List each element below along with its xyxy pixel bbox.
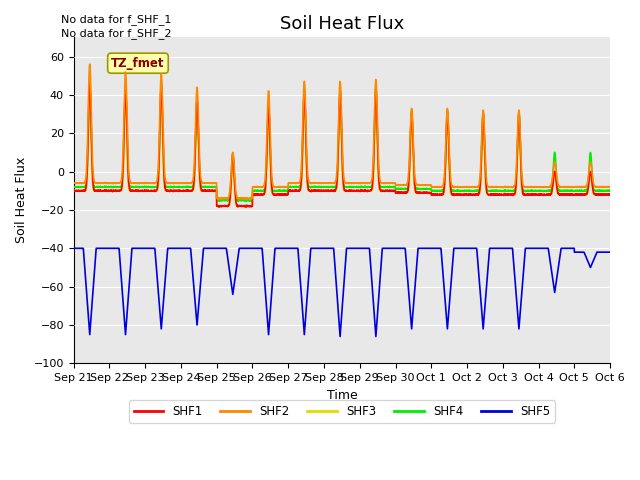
Legend: SHF1, SHF2, SHF3, SHF4, SHF5: SHF1, SHF2, SHF3, SHF4, SHF5 [129,400,555,423]
Y-axis label: Soil Heat Flux: Soil Heat Flux [15,157,28,243]
Text: No data for f_SHF_1: No data for f_SHF_1 [61,13,171,24]
Text: No data for f_SHF_2: No data for f_SHF_2 [61,28,172,39]
X-axis label: Time: Time [326,389,357,402]
Text: TZ_fmet: TZ_fmet [111,57,164,70]
Title: Soil Heat Flux: Soil Heat Flux [280,15,404,33]
